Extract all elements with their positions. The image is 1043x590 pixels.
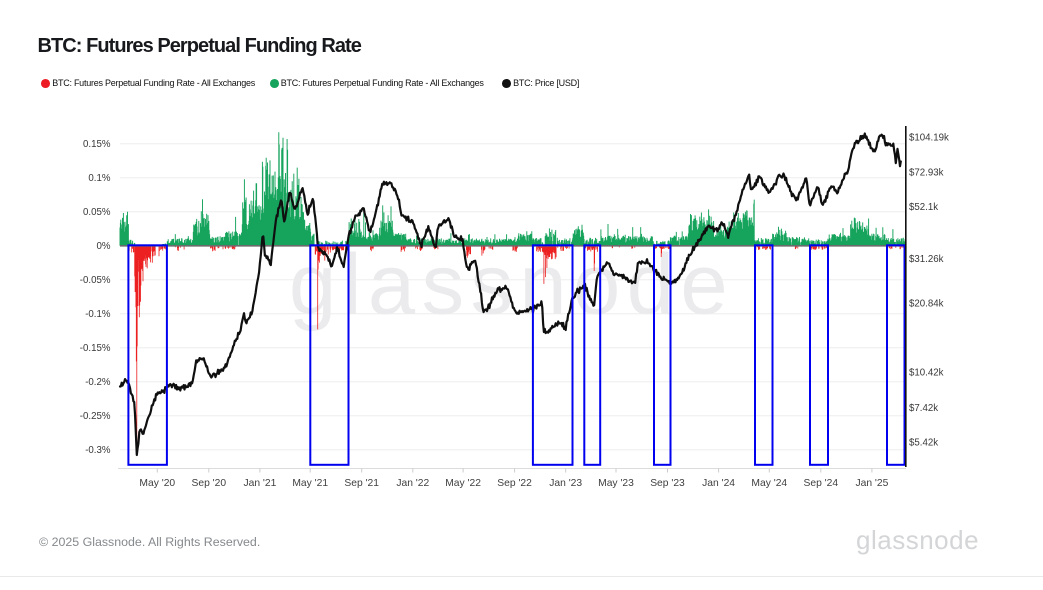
svg-text:May '20: May '20 (139, 478, 175, 489)
svg-text:$5.42k: $5.42k (909, 437, 938, 448)
svg-text:Sep '23: Sep '23 (650, 478, 685, 489)
svg-text:-0.1%: -0.1% (85, 309, 111, 320)
svg-text:Jan '21: Jan '21 (243, 478, 276, 489)
svg-text:Jan '23: Jan '23 (549, 478, 582, 489)
svg-text:Jan '25: Jan '25 (855, 478, 888, 489)
svg-text:Sep '20: Sep '20 (191, 478, 226, 489)
svg-text:May '24: May '24 (751, 478, 787, 489)
svg-text:May '23: May '23 (598, 478, 634, 489)
svg-text:-0.15%: -0.15% (80, 343, 111, 354)
svg-text:Jan '24: Jan '24 (702, 478, 735, 489)
svg-text:Sep '24: Sep '24 (803, 478, 838, 489)
svg-text:Sep '21: Sep '21 (344, 478, 379, 489)
svg-text:$31.26k: $31.26k (909, 254, 944, 265)
svg-text:$104.19k: $104.19k (909, 133, 949, 144)
svg-text:0.15%: 0.15% (83, 139, 111, 150)
svg-text:Jan '22: Jan '22 (396, 478, 429, 489)
svg-text:May '21: May '21 (292, 478, 328, 489)
svg-text:glassnode: glassnode (289, 238, 734, 333)
svg-text:$72.93k: $72.93k (909, 167, 944, 178)
svg-text:0.1%: 0.1% (88, 173, 110, 184)
svg-text:-0.2%: -0.2% (85, 377, 111, 388)
svg-text:May '22: May '22 (445, 478, 481, 489)
svg-text:$20.84k: $20.84k (909, 298, 944, 309)
svg-text:-0.3%: -0.3% (85, 445, 111, 456)
svg-text:-0.05%: -0.05% (80, 275, 111, 286)
svg-text:$7.42k: $7.42k (909, 403, 938, 414)
svg-text:0.05%: 0.05% (83, 207, 111, 218)
svg-text:$52.1k: $52.1k (909, 202, 938, 213)
svg-text:0%: 0% (96, 241, 110, 252)
svg-text:-0.25%: -0.25% (80, 411, 111, 422)
svg-text:$10.42k: $10.42k (909, 367, 944, 378)
svg-text:Sep '22: Sep '22 (497, 478, 532, 489)
